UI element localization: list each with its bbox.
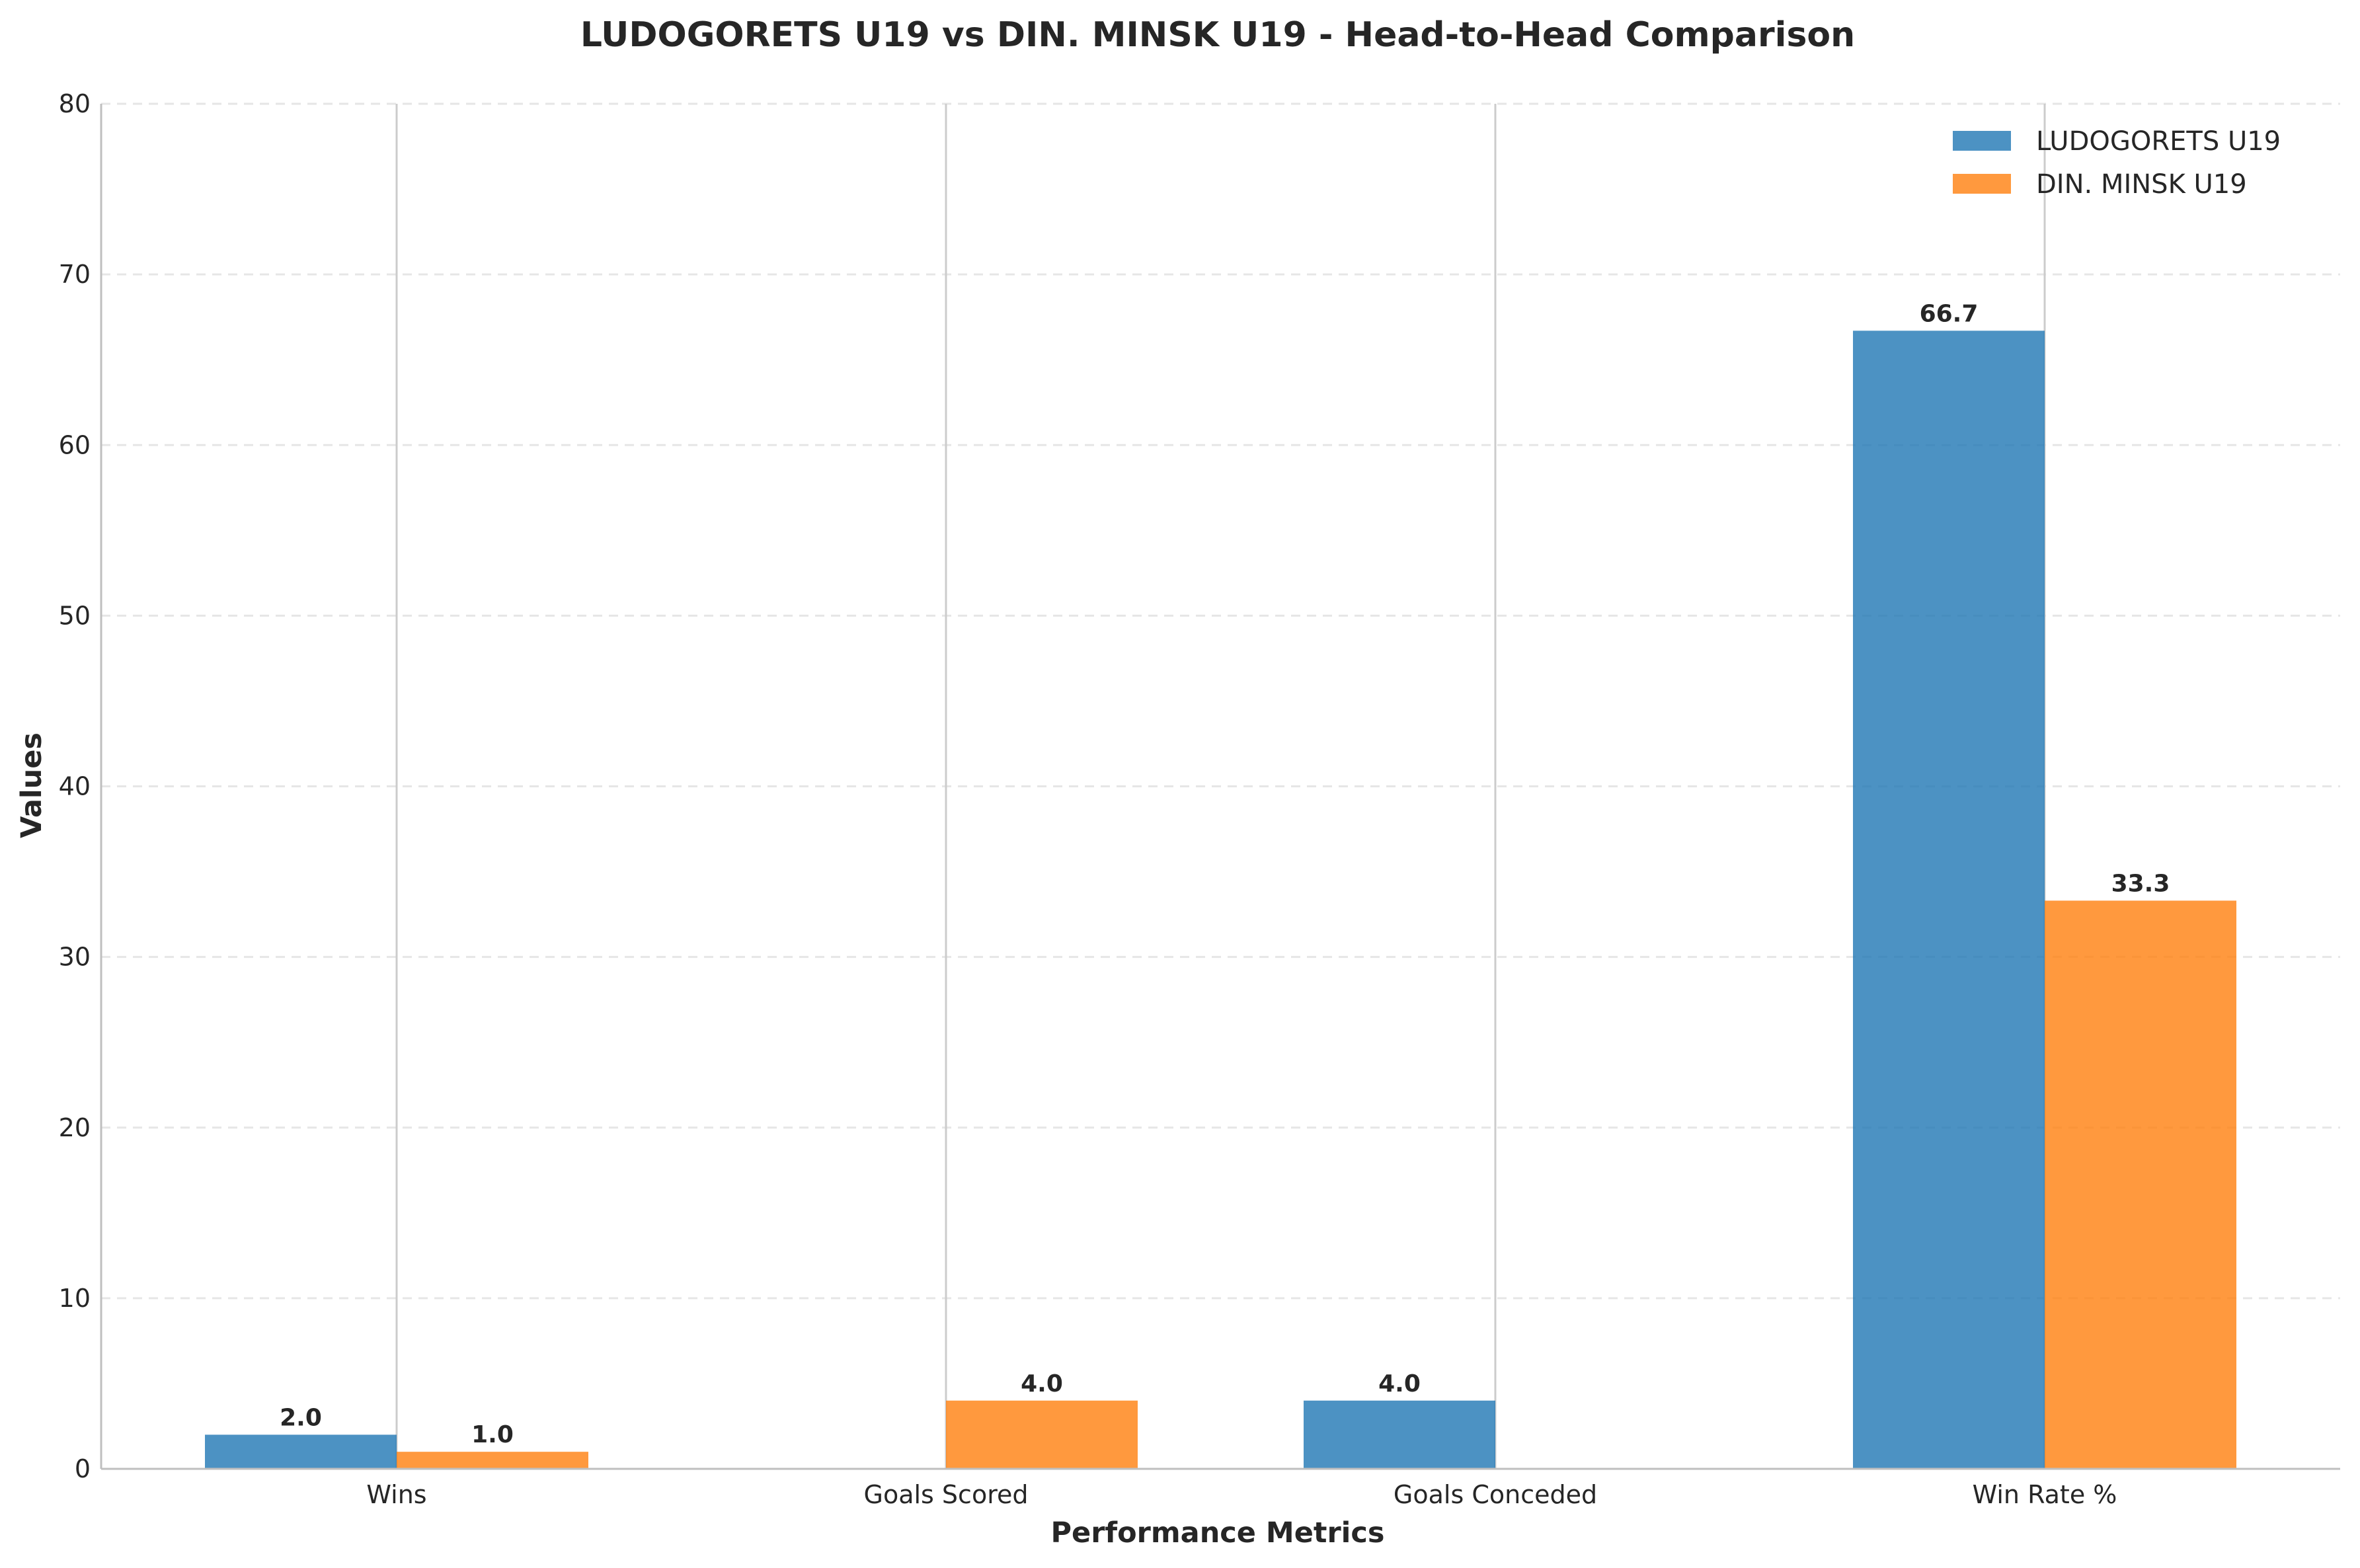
bar-din-minsk-0 [397, 1452, 588, 1469]
bar-value-label: 66.7 [1920, 300, 1979, 327]
bar-din-minsk-1 [946, 1400, 1138, 1469]
y-axis-label: Values [15, 732, 48, 838]
bar-value-label: 1.0 [471, 1421, 514, 1448]
bar-value-labels: 2.0 4.0 66.7 1.0 4.0 33.3 [280, 300, 2170, 1448]
bar-ludogorets-2 [1304, 1400, 1495, 1469]
axes [100, 104, 2340, 1470]
y-tick-label: 60 [59, 430, 91, 459]
bars [205, 331, 2236, 1469]
x-axis-label: Performance Metrics [1051, 1516, 1385, 1549]
x-tick-label: Goals Conceded [1394, 1480, 1597, 1509]
bar-value-label: 33.3 [2111, 870, 2170, 897]
y-tick-label: 70 [59, 260, 91, 289]
x-tick-labels: Wins Goals Scored Goals Conceded Win Rate % [366, 1480, 2117, 1509]
x-tick-label: Goals Scored [864, 1480, 1029, 1509]
chart-title: LUDOGORETS U19 vs DIN. MINSK U19 - Head-… [580, 15, 1855, 55]
y-tick-labels: 0 10 20 30 40 50 60 70 80 [59, 89, 91, 1483]
bar-value-label: 4.0 [1378, 1370, 1421, 1397]
bar-value-label: 2.0 [280, 1404, 322, 1431]
y-tick-label: 80 [59, 89, 91, 118]
legend-label-din-minsk: DIN. MINSK U19 [2036, 169, 2247, 200]
x-tick-label: Wins [366, 1480, 426, 1509]
legend-swatch-ludogorets [1953, 131, 2011, 151]
y-tick-label: 40 [59, 772, 91, 801]
legend-swatch-din-minsk [1953, 174, 2011, 194]
y-tick-label: 10 [59, 1284, 91, 1313]
bar-value-label: 4.0 [1021, 1370, 1063, 1397]
bar-din-minsk-3 [2045, 900, 2236, 1469]
y-tick-label: 50 [59, 601, 91, 630]
legend-label-ludogorets: LUDOGORETS U19 [2036, 126, 2281, 157]
bar-ludogorets-0 [205, 1434, 397, 1469]
x-tick-label: Win Rate % [1973, 1480, 2117, 1509]
y-tick-label: 0 [75, 1454, 91, 1483]
y-tick-label: 30 [59, 943, 91, 972]
legend: LUDOGORETS U19 DIN. MINSK U19 [1953, 126, 2281, 200]
y-tick-label: 20 [59, 1113, 91, 1142]
bar-ludogorets-3 [1853, 331, 2045, 1469]
